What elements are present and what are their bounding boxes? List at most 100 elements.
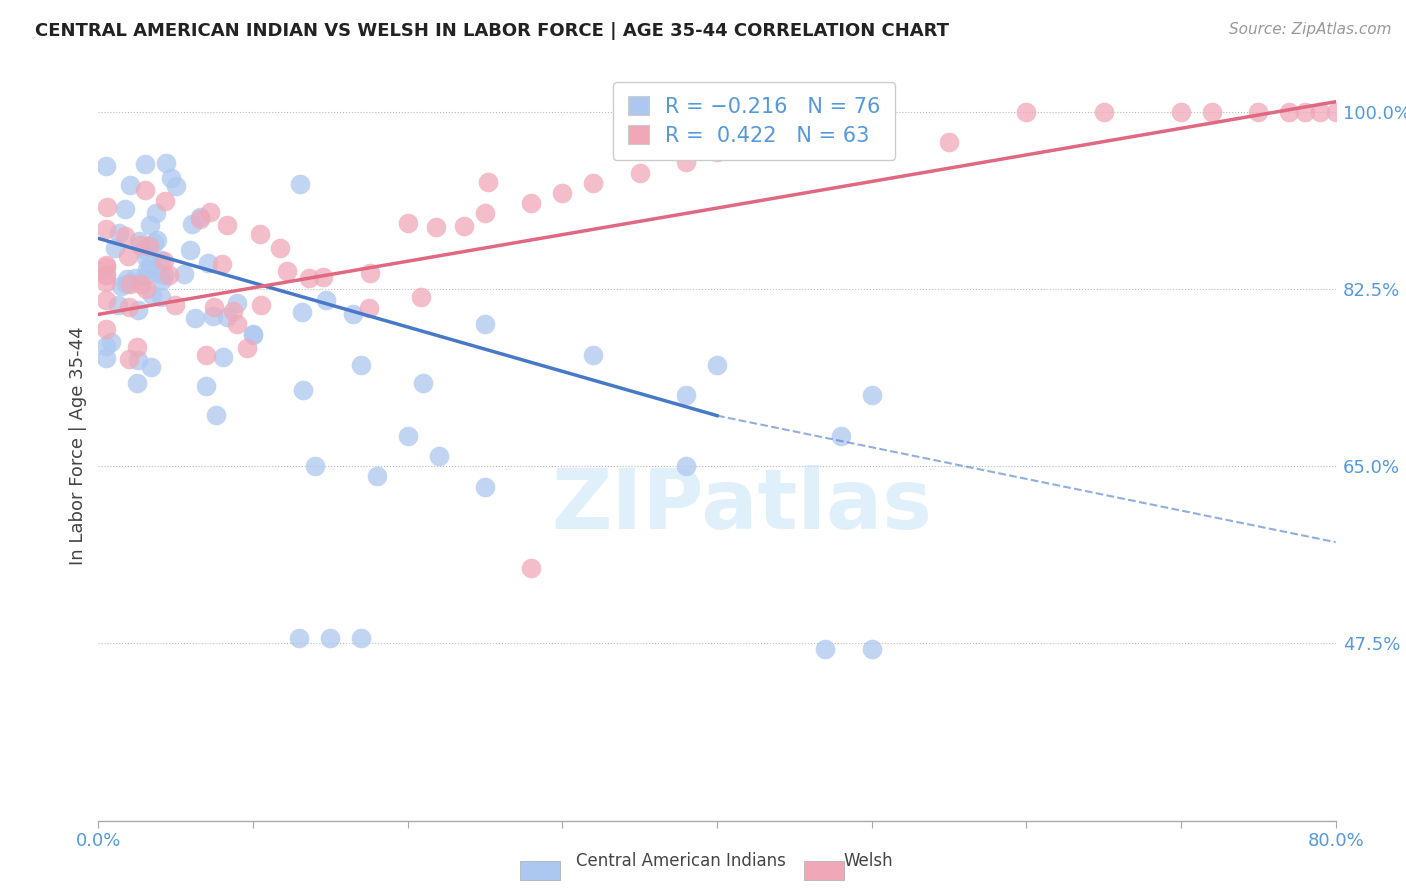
Point (138, 239, 160, 253)
Point (1294, 104, 1316, 119)
Point (181, 217, 204, 231)
Point (96, 259, 118, 273)
Point (288, 632, 311, 646)
Point (150, 273, 173, 287)
Point (211, 256, 233, 270)
Point (96, 268, 118, 282)
Point (860, 641, 883, 656)
Point (288, 177, 311, 191)
Point (153, 194, 176, 209)
Y-axis label: In Labor Force | Age 35-44: In Labor Force | Age 35-44 (69, 326, 87, 566)
Point (706, 358, 728, 372)
Point (396, 429, 419, 443)
Point (96, 293, 118, 307)
Point (118, 300, 141, 314)
Point (150, 253, 173, 268)
Point (142, 235, 165, 250)
Point (150, 290, 173, 304)
Point (198, 205, 221, 219)
Point (114, 202, 136, 216)
Point (132, 242, 155, 256)
Point (675, 459, 697, 474)
Point (145, 206, 167, 220)
Point (860, 388, 883, 402)
Point (350, 632, 373, 646)
Point (366, 469, 388, 483)
Point (520, 196, 543, 211)
Point (153, 268, 176, 282)
Point (173, 268, 195, 282)
Point (276, 264, 298, 278)
Point (96, 268, 118, 282)
Point (195, 379, 218, 393)
Point (96, 222, 118, 236)
Point (155, 155, 177, 169)
Point (474, 479, 496, 493)
Point (205, 409, 228, 423)
Point (474, 206, 496, 220)
Text: Source: ZipAtlas.com: Source: ZipAtlas.com (1229, 22, 1392, 37)
Point (96, 260, 118, 275)
Point (1309, 104, 1331, 119)
Point (166, 179, 188, 194)
Point (938, 135, 960, 149)
Point (138, 258, 160, 272)
Point (1201, 104, 1223, 119)
Point (217, 310, 239, 324)
Point (146, 267, 169, 281)
Point (96, 322, 118, 336)
Text: Central American Indians: Central American Indians (576, 852, 786, 870)
Point (291, 384, 314, 398)
Point (250, 298, 273, 312)
Point (1170, 104, 1192, 119)
Point (96, 275, 118, 289)
Point (1278, 104, 1301, 119)
Point (134, 183, 156, 197)
Point (138, 218, 160, 232)
Point (202, 310, 225, 324)
Point (195, 348, 218, 362)
Point (226, 317, 249, 331)
Point (120, 178, 142, 193)
Point (159, 171, 181, 186)
Point (242, 327, 264, 342)
Point (249, 227, 271, 241)
Point (453, 219, 475, 233)
Point (127, 303, 149, 318)
Point (319, 632, 342, 646)
Point (125, 340, 148, 354)
Point (136, 262, 159, 277)
Point (311, 270, 333, 285)
Point (134, 157, 156, 171)
Point (117, 249, 139, 263)
Point (357, 301, 380, 316)
Point (582, 348, 605, 362)
Point (1092, 104, 1115, 119)
Point (135, 282, 157, 296)
Point (477, 175, 499, 189)
Point (129, 277, 152, 291)
Point (675, 388, 697, 402)
Point (120, 277, 142, 292)
Point (222, 304, 245, 318)
Point (315, 293, 337, 307)
Point (291, 305, 314, 319)
Text: Welsh: Welsh (844, 852, 893, 870)
Point (114, 229, 136, 244)
Point (96, 200, 118, 214)
Point (474, 318, 496, 332)
Point (184, 310, 207, 325)
Point (197, 256, 219, 270)
Point (409, 290, 432, 304)
Point (830, 429, 852, 443)
Point (117, 272, 139, 286)
Point (188, 212, 211, 227)
Point (242, 327, 264, 342)
Legend: R = −0.216   N = 76, R =  0.422   N = 63: R = −0.216 N = 76, R = 0.422 N = 63 (613, 82, 896, 161)
Point (628, 166, 651, 180)
Point (304, 459, 326, 474)
Point (96, 160, 118, 174)
Point (396, 216, 419, 230)
Point (100, 335, 122, 350)
Point (146, 233, 169, 247)
